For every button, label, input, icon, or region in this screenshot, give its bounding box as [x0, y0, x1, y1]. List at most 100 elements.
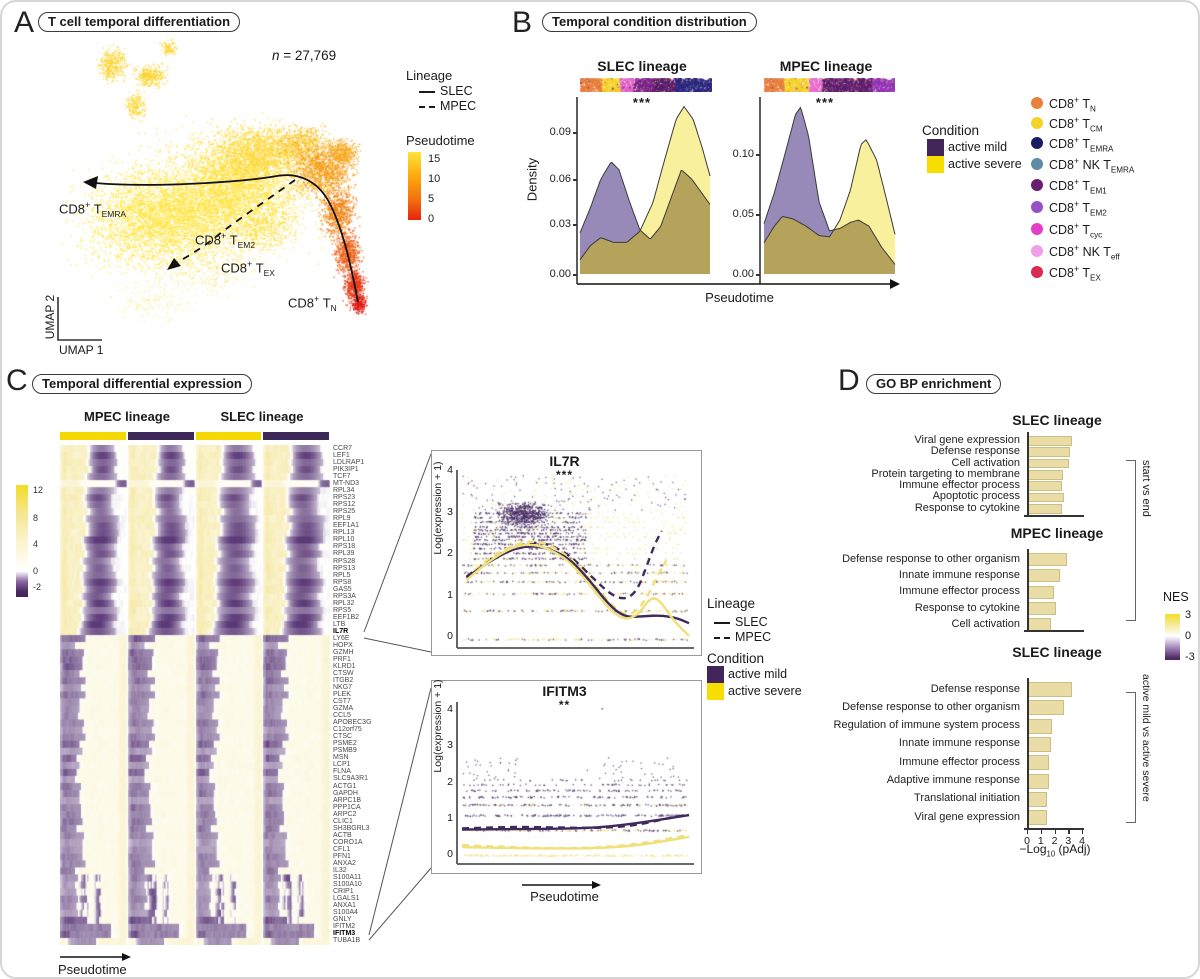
go-term-label: Viral gene expression	[914, 810, 1020, 823]
go-bar	[1028, 492, 1065, 503]
gene-label: C12orf75	[333, 726, 362, 734]
gene-label: S100A4	[333, 909, 358, 917]
go-bar	[1028, 755, 1049, 771]
inset-y-tick: 4	[447, 464, 453, 476]
gene-label: IFITM2	[333, 923, 356, 931]
gene-label: MT-ND3	[333, 480, 360, 488]
go-group-title: SLEC lineage	[1012, 644, 1102, 660]
density-x-axis-label: Pseudotime	[705, 290, 774, 305]
go-term-label: Defense response to other organism	[842, 552, 1020, 565]
go-bar	[1028, 481, 1062, 491]
density-y-tick: 0.10	[732, 148, 754, 160]
slec-celltype-strip	[580, 78, 712, 92]
gene-label: EEF1B2	[333, 613, 360, 621]
panel-c-letter: C	[6, 364, 28, 397]
density-y-tick: 0.06	[549, 173, 571, 185]
go-x-axis-label: −Log10 (pAdj)	[1019, 842, 1091, 859]
gene-label: RPS12	[333, 501, 356, 509]
gene-label: CTSW	[333, 670, 354, 677]
nes-colorbar-title: NES	[1163, 590, 1189, 604]
go-bar	[1028, 791, 1047, 807]
panel-a-badge: T cell temporal differentiation	[38, 12, 241, 32]
inset-x-axis-label: Pseudotime	[530, 889, 599, 904]
go-term-label: Cell activation	[951, 617, 1020, 630]
density-slec-title: SLEC lineage	[597, 58, 687, 74]
celltype-label: CD8+ TEX	[1049, 264, 1101, 283]
umap-plot	[27, 32, 407, 352]
condition-bar	[196, 432, 261, 440]
go-x-tick-label: 3	[1065, 835, 1072, 847]
gene-label: SLC9A3R1	[333, 775, 369, 783]
go-term-label: Adaptive immune response	[886, 774, 1020, 786]
gene-label: PLEK	[333, 691, 351, 699]
gene-label: RPL13	[333, 529, 355, 537]
gene-label: CORO1A	[333, 838, 363, 846]
ifitm3-scatter	[459, 701, 693, 861]
gene-label: ITGB2	[333, 677, 354, 685]
condition-legend-b-item-swatch	[927, 156, 944, 173]
density-y-tick: 0.00	[549, 268, 571, 280]
go-x-tick-mark	[1054, 830, 1056, 834]
density-x-arrowhead-icon	[890, 279, 900, 289]
gene-label: IL32	[333, 866, 347, 874]
condition-legend-b-item-swatch	[927, 139, 944, 156]
go-group-title: MPEC lineage	[1010, 525, 1104, 541]
gene-label: CLIC1	[333, 817, 353, 825]
density-tick-mark	[573, 274, 577, 276]
gene-label: GZMA	[333, 705, 354, 713]
umap-cluster-label: CD8+ TN	[288, 294, 337, 313]
condition-bar	[60, 432, 126, 440]
go-term-label: Immune effector process	[899, 585, 1020, 598]
celltype-dot-icon	[1031, 97, 1043, 109]
gene-label: PRF1	[333, 655, 351, 663]
pseudotime-colorbar	[408, 152, 421, 220]
go-bar	[1028, 585, 1055, 599]
density-mpec-significance: ***	[815, 95, 835, 110]
go-term-label: Innate immune response	[898, 568, 1020, 581]
condition-legend-c-item-swatch	[707, 666, 724, 683]
umap-cluster-label: CD8+ TEM2	[195, 231, 256, 250]
go-y-axis-line	[1027, 432, 1029, 515]
density-y-tick: 0.03	[549, 218, 571, 230]
panel-d-letter: D	[838, 364, 860, 397]
celltype-label: CD8+ TEM2	[1049, 199, 1107, 218]
go-term-label: Protein targeting to membrane	[871, 467, 1020, 480]
ifitm3-y-axis-label: Log(expression + 1)	[432, 679, 444, 773]
inset-y-tick: 1	[447, 588, 453, 601]
gene-label: PPP1CA	[333, 803, 361, 811]
inset-y-tick: 0	[447, 848, 453, 861]
heatmap-colorbar-tick: -2	[33, 582, 42, 592]
celltype-label: CD8+ Tcyc	[1049, 221, 1103, 240]
mpec-arrowhead-icon	[167, 258, 181, 270]
umap-cluster-label: CD8+ TEMRA	[59, 200, 127, 219]
go-bar	[1028, 458, 1070, 469]
celltype-label: CD8+ TEM1	[1049, 177, 1107, 196]
umap-y-axis-label: UMAP 2	[43, 294, 57, 340]
gene-label: CRIP1	[333, 887, 354, 895]
condition-bar	[263, 432, 329, 440]
gene-label: SH3BGRL3	[333, 824, 370, 832]
heatmap-slec-header: SLEC lineage	[220, 409, 304, 424]
go-term-label: Cell activation	[951, 456, 1020, 469]
inset-y-tick: 1	[447, 811, 453, 824]
celltype-label: CD8+ NK TEMRA	[1049, 156, 1135, 175]
inset-pseudotime-arrow-icon	[522, 881, 601, 889]
panel-b-badge: Temporal condition distribution	[542, 12, 757, 32]
celltype-label: CD8+ TN	[1049, 95, 1096, 114]
go-x-tick-mark	[1027, 830, 1029, 834]
go-bar	[1028, 436, 1072, 446]
celltype-dot-icon	[1031, 266, 1043, 278]
go-x-axis-line	[1024, 515, 1084, 517]
pseudotime-tick: 15	[428, 153, 441, 165]
celltype-dot-icon	[1031, 179, 1043, 191]
inset-y-tick: 4	[447, 703, 453, 715]
go-term-label: Innate immune response	[898, 737, 1020, 750]
go-term-label: Translational initiation	[914, 792, 1020, 805]
density-y-tick: 0.05	[732, 208, 754, 220]
ifitm3-title: IFITM3	[542, 683, 587, 699]
go-y-axis-line	[1027, 549, 1029, 630]
heatmap-colorbar-tick: 8	[33, 513, 39, 523]
lineage-legend-label: MPEC	[735, 630, 772, 644]
gene-label: GNLY	[333, 916, 352, 924]
